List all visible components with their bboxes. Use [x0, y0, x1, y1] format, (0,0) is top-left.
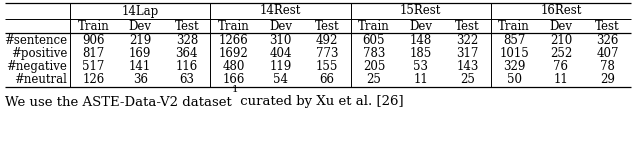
Text: Test: Test	[455, 20, 480, 32]
Text: 605: 605	[363, 34, 385, 47]
Text: 817: 817	[82, 47, 104, 60]
Text: 857: 857	[503, 34, 525, 47]
Text: 404: 404	[269, 47, 292, 60]
Text: 252: 252	[550, 47, 572, 60]
Text: 185: 185	[410, 47, 432, 60]
Text: 783: 783	[363, 47, 385, 60]
Text: 78: 78	[600, 60, 615, 73]
Text: 773: 773	[316, 47, 338, 60]
Text: 148: 148	[410, 34, 432, 47]
Text: 328: 328	[176, 34, 198, 47]
Text: Test: Test	[595, 20, 620, 32]
Text: #sentence: #sentence	[4, 34, 67, 47]
Text: curated by Xu et al. [26]: curated by Xu et al. [26]	[235, 96, 403, 108]
Text: 76: 76	[553, 60, 569, 73]
Text: 517: 517	[82, 60, 104, 73]
Text: 14Lap: 14Lap	[121, 4, 159, 17]
Text: 1692: 1692	[219, 47, 249, 60]
Text: 169: 169	[129, 47, 151, 60]
Text: 205: 205	[363, 60, 385, 73]
Text: 141: 141	[129, 60, 151, 73]
Text: 25: 25	[366, 73, 382, 86]
Text: Train: Train	[498, 20, 530, 32]
Text: 1015: 1015	[499, 47, 529, 60]
Text: 166: 166	[223, 73, 245, 86]
Text: Dev: Dev	[550, 20, 572, 32]
Text: 210: 210	[550, 34, 572, 47]
Text: 11: 11	[413, 73, 428, 86]
Text: 329: 329	[503, 60, 525, 73]
Text: 54: 54	[273, 73, 288, 86]
Text: 63: 63	[179, 73, 195, 86]
Text: 906: 906	[82, 34, 105, 47]
Text: 53: 53	[413, 60, 428, 73]
Text: Test: Test	[315, 20, 340, 32]
Text: 492: 492	[316, 34, 338, 47]
Text: Dev: Dev	[409, 20, 432, 32]
Text: Train: Train	[78, 20, 109, 32]
Text: 126: 126	[82, 73, 104, 86]
Text: 1266: 1266	[219, 34, 249, 47]
Text: 480: 480	[223, 60, 245, 73]
Text: Train: Train	[358, 20, 390, 32]
Text: 36: 36	[133, 73, 148, 86]
Text: 326: 326	[597, 34, 619, 47]
Text: Test: Test	[174, 20, 199, 32]
Text: Dev: Dev	[128, 20, 151, 32]
Text: 155: 155	[316, 60, 338, 73]
Text: 119: 119	[269, 60, 291, 73]
Text: We use the ASTE-Data-V2 dataset: We use the ASTE-Data-V2 dataset	[5, 96, 232, 108]
Text: 310: 310	[269, 34, 291, 47]
Text: 364: 364	[176, 47, 198, 60]
Text: 143: 143	[456, 60, 478, 73]
Text: #neutral: #neutral	[14, 73, 67, 86]
Text: 16Rest: 16Rest	[540, 4, 581, 17]
Text: 317: 317	[456, 47, 478, 60]
Text: 116: 116	[176, 60, 198, 73]
Text: #negative: #negative	[6, 60, 67, 73]
Text: 14Rest: 14Rest	[259, 4, 301, 17]
Text: 66: 66	[320, 73, 335, 86]
Text: 50: 50	[507, 73, 522, 86]
Text: 407: 407	[597, 47, 619, 60]
Text: 29: 29	[600, 73, 615, 86]
Text: 322: 322	[456, 34, 478, 47]
Text: Train: Train	[218, 20, 249, 32]
Text: Dev: Dev	[269, 20, 292, 32]
Text: 219: 219	[129, 34, 151, 47]
Text: 15Rest: 15Rest	[400, 4, 441, 17]
Text: 25: 25	[460, 73, 475, 86]
Text: 1: 1	[232, 84, 238, 93]
Text: 11: 11	[553, 73, 568, 86]
Text: #positive: #positive	[11, 47, 67, 60]
